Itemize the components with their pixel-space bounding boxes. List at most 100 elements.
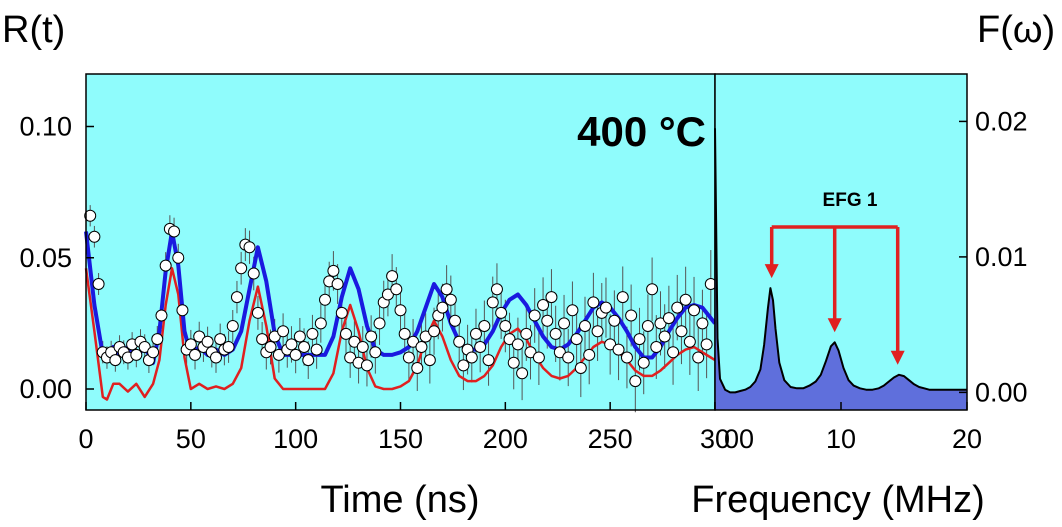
freq-y-axis-title: F(ω) — [977, 9, 1055, 51]
data-point — [629, 375, 642, 388]
data-point — [155, 309, 168, 322]
data-point — [444, 293, 457, 306]
data-point — [339, 327, 352, 340]
data-point — [633, 333, 646, 346]
data-point — [247, 267, 260, 280]
data-point — [516, 367, 529, 380]
data-point — [662, 312, 675, 325]
x-tick-label: 50 — [176, 424, 206, 454]
spectrum-line — [714, 128, 967, 394]
y-tick-label: 0.00 — [975, 377, 1028, 407]
data-point — [159, 259, 172, 272]
x-tick-label: 10 — [826, 424, 856, 454]
data-point — [319, 293, 332, 306]
data-point — [583, 348, 596, 361]
data-point — [558, 317, 571, 330]
data-point — [570, 333, 583, 346]
time-plot-content — [84, 205, 717, 413]
data-point — [486, 296, 499, 309]
data-point — [453, 335, 466, 348]
data-point — [226, 320, 239, 332]
data-point — [327, 264, 340, 277]
x-tick-label: 250 — [588, 424, 633, 454]
data-point — [306, 327, 319, 340]
data-point — [398, 327, 411, 340]
data-point — [256, 333, 269, 346]
data-point — [469, 327, 482, 340]
data-point — [440, 283, 453, 296]
data-point — [587, 296, 600, 309]
data-point — [591, 325, 604, 338]
data-point — [172, 251, 185, 264]
data-point — [511, 338, 524, 351]
data-point — [675, 325, 688, 338]
data-point — [84, 209, 97, 222]
data-point — [671, 301, 684, 314]
freq-x-axis-title: Frequency (MHz) — [691, 479, 985, 521]
data-point — [222, 341, 235, 353]
data-point — [369, 346, 382, 359]
data-point — [667, 346, 680, 359]
y-tick-label: 0.00 — [19, 374, 72, 404]
arrow-head — [764, 264, 779, 279]
arrow-head — [827, 318, 842, 333]
data-point — [277, 325, 290, 338]
data-point — [264, 341, 277, 353]
data-point — [285, 338, 298, 351]
data-point — [176, 304, 189, 317]
data-point — [130, 348, 143, 361]
data-point — [436, 301, 449, 314]
y-tick-label: 0.02 — [975, 106, 1028, 136]
data-point — [168, 225, 181, 238]
data-point — [520, 327, 533, 340]
data-point — [147, 346, 160, 359]
data-point — [541, 314, 554, 327]
data-point — [310, 343, 323, 356]
data-point — [679, 293, 692, 306]
freq-plot-background — [715, 74, 967, 410]
efg-annotation: EFG 1 — [823, 190, 878, 211]
data-point — [92, 278, 105, 290]
data-point — [251, 306, 264, 319]
data-point — [478, 320, 491, 332]
x-tick-label: 100 — [273, 424, 318, 454]
data-point — [465, 351, 478, 364]
data-point — [692, 351, 705, 364]
data-point — [625, 309, 638, 322]
time-axis-ticks: 0 50 100 150 200 250 30 0.00 0.05 0.10 — [19, 112, 730, 455]
data-point — [423, 354, 436, 367]
data-point — [201, 335, 214, 348]
data-point — [549, 327, 562, 340]
freq-plot-content — [714, 128, 967, 410]
data-point — [545, 291, 558, 304]
data-point — [574, 362, 587, 374]
data-point — [428, 325, 441, 338]
data-point — [360, 359, 373, 372]
data-point — [373, 317, 386, 330]
data-point — [415, 341, 428, 353]
data-point — [302, 354, 315, 367]
data-point — [658, 330, 671, 343]
data-point — [293, 330, 306, 343]
data-point — [386, 270, 399, 283]
data-point — [365, 330, 378, 343]
data-point — [641, 320, 654, 332]
time-x-axis-title: Time (ns) — [320, 479, 479, 521]
x-tick-label: 20 — [952, 424, 982, 454]
data-point — [528, 309, 541, 322]
data-point — [243, 241, 256, 254]
y-tick-label: 0.05 — [19, 243, 72, 273]
data-point — [390, 283, 403, 296]
x-tick-label: 00 — [724, 424, 754, 454]
data-point — [646, 283, 659, 296]
data-point — [209, 351, 222, 364]
data-point — [298, 341, 311, 353]
data-point — [457, 359, 470, 372]
data-point — [700, 338, 713, 351]
frequency-panel: 00 10 20 0.00 0.01 0.02 EFG 1 F(ω) Frequency … — [691, 9, 1055, 521]
data-point — [411, 362, 424, 374]
time-domain-panel: 0 50 100 150 200 250 30 0.00 0.05 0.10 R(t) Time … — [2, 9, 730, 521]
data-point — [335, 306, 348, 319]
data-point — [688, 304, 701, 317]
